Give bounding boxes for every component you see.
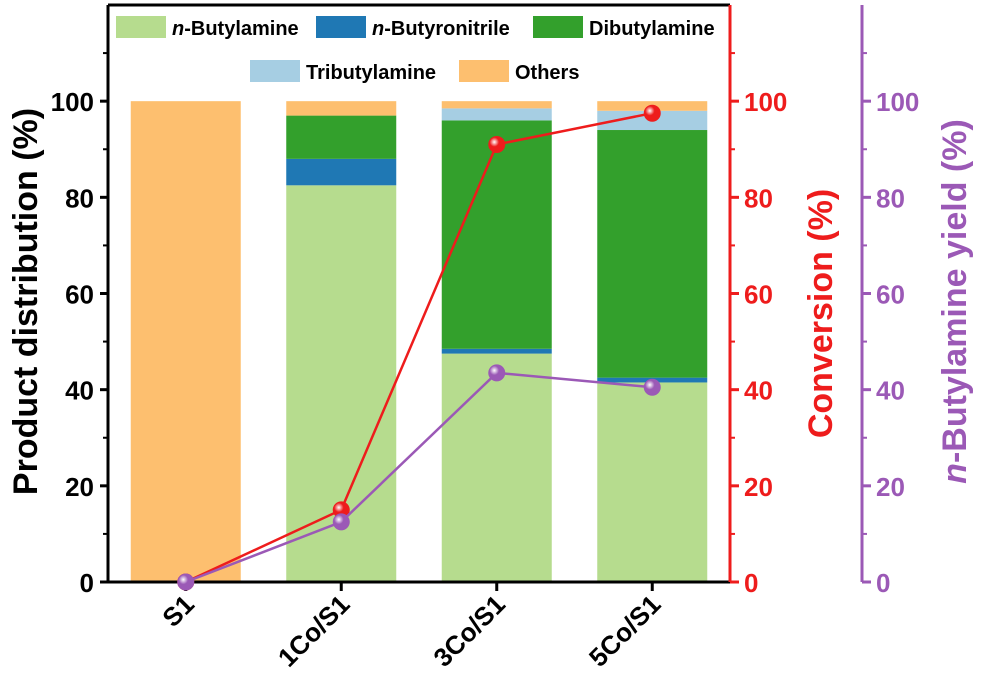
right-axis-2-title-italic: n — [936, 463, 974, 484]
line-series-1-point-1 — [332, 513, 350, 531]
legend-label-others: Others — [515, 62, 579, 84]
right1-tick-label-80: 80 — [744, 183, 773, 213]
x-tick-label-0: S1 — [156, 589, 200, 633]
left-tick-label-0: 0 — [80, 568, 94, 598]
right2-tick-label-40: 40 — [876, 376, 905, 406]
line-series-1-point-3 — [643, 378, 661, 396]
left-tick-label-40: 40 — [65, 376, 94, 406]
bar-segment-dibutylamine-3 — [597, 130, 708, 378]
x-tick-label-1: 1Co/S1 — [272, 589, 356, 673]
legend-swatch-others — [459, 60, 509, 82]
right2-tick-label-100: 100 — [876, 87, 919, 117]
line-series-1-point-0 — [177, 573, 195, 591]
bar-segment-n-butylamine-3 — [597, 382, 708, 582]
legend-label-n-butyronitrile: n-Butyronitrile — [372, 18, 510, 40]
x-tick-label-2: 3Co/S1 — [427, 589, 511, 673]
left-tick-label-80: 80 — [65, 183, 94, 213]
legend-label-rest: -Butyronitrile — [384, 18, 510, 40]
legend-label-tributylamine: Tributylamine — [306, 62, 436, 84]
legend-label-italic: n — [372, 18, 384, 40]
left-tick-label-20: 20 — [65, 472, 94, 502]
bars-layer — [130, 101, 708, 583]
line-series-1 — [185, 371, 653, 584]
right1-tick-label-100: 100 — [744, 87, 787, 117]
legend-label-dibutylamine: Dibutylamine — [589, 18, 715, 40]
legend-swatch-dibutylamine — [533, 16, 583, 38]
legend-label-italic: n — [172, 18, 184, 40]
right-axis-1-title: Conversion (%) — [802, 189, 840, 438]
legend-label-n-butylamine: n-Butylamine — [172, 18, 299, 40]
right2-tick-label-80: 80 — [876, 183, 905, 213]
line-series-1-point-2 — [488, 364, 506, 382]
left-tick-label-60: 60 — [65, 280, 94, 310]
bar-segment-n-butylamine-2 — [441, 353, 552, 582]
right1-tick-label-20: 20 — [744, 472, 773, 502]
legend-label-rest: Tributylamine — [306, 62, 436, 84]
legend: n-Butylamine n-Butyronitrile DibutylamineT… — [116, 16, 715, 84]
legend-swatch-tributylamine — [250, 60, 300, 82]
right1-tick-label-0: 0 — [744, 568, 758, 598]
line-series-0-point-2 — [488, 135, 506, 153]
left-axis-title: Product distribution (%) — [7, 108, 45, 495]
right1-tick-label-40: 40 — [744, 376, 773, 406]
line-series-0 — [185, 111, 653, 584]
legend-label-rest: -Butylamine — [184, 18, 298, 40]
legend-swatch-n-butylamine — [116, 16, 166, 38]
right-axis-2-title: n-Butylamine yield (%) — [936, 119, 974, 484]
lines-layer — [177, 104, 661, 591]
bar-segment-n-butyronitrile-2 — [441, 348, 552, 354]
right2-tick-label-20: 20 — [876, 472, 905, 502]
legend-label-rest: Others — [515, 62, 579, 84]
x-tick-label-3: 5Co/S1 — [583, 589, 667, 673]
bar-segment-others-0 — [130, 101, 241, 583]
right2-tick-label-60: 60 — [876, 280, 905, 310]
bar-segment-others-1 — [286, 101, 397, 116]
right-axis-2-title-rest: -Butylamine yield (%) — [936, 119, 974, 463]
line-series-0-point-3 — [643, 104, 661, 122]
legend-swatch-n-butyronitrile — [316, 16, 366, 38]
bar-segment-others-2 — [441, 101, 552, 109]
bar-segment-dibutylamine-2 — [441, 120, 552, 349]
bar-segment-dibutylamine-1 — [286, 115, 397, 159]
bar-segment-tributylamine-2 — [441, 108, 552, 121]
right1-tick-label-60: 60 — [744, 280, 773, 310]
legend-label-rest: Dibutylamine — [589, 18, 715, 40]
left-tick-label-100: 100 — [51, 87, 94, 117]
right2-tick-label-0: 0 — [876, 568, 890, 598]
bar-segment-n-butyronitrile-1 — [286, 158, 397, 186]
